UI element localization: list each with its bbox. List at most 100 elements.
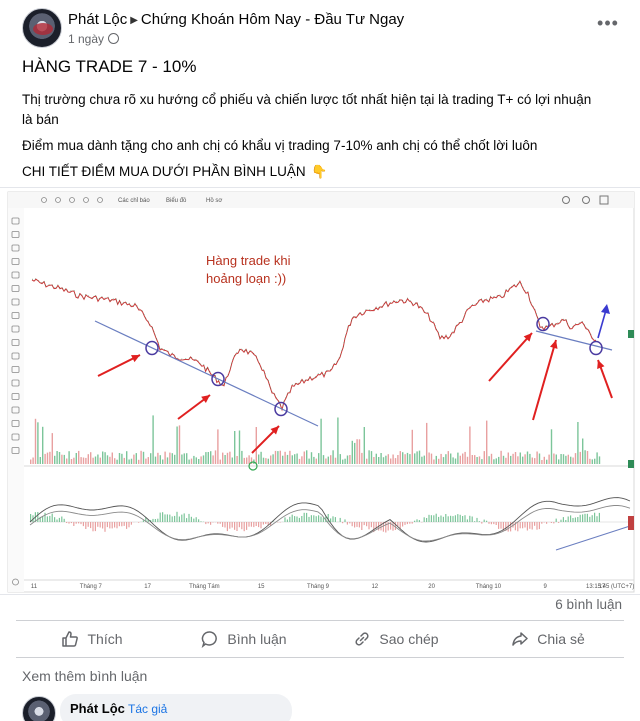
author-avatar[interactable] <box>22 8 62 48</box>
volume-bar <box>332 450 334 464</box>
macd-histogram-bar <box>85 522 87 529</box>
left-tool-icon <box>11 325 20 333</box>
macd-histogram-bar <box>402 522 404 527</box>
macd-histogram-bar <box>171 516 173 522</box>
volume-bar <box>258 454 260 464</box>
x-axis-labels: 11 Tháng 7 17 Tháng Tám 15 Tháng 9 12 20 Tháng 1… <box>31 584 606 590</box>
volume-bar <box>574 453 577 464</box>
more-options-button[interactable]: ••• <box>597 13 619 33</box>
volume-bar <box>147 457 149 464</box>
macd-histogram-bar <box>471 516 473 522</box>
volume-bar <box>198 459 200 464</box>
volume-bar <box>354 442 356 464</box>
macd-histogram-bar <box>260 522 262 529</box>
macd-histogram-bar <box>366 522 368 527</box>
macd-histogram-bar <box>406 522 408 525</box>
volume-bar <box>142 451 145 464</box>
post-time[interactable]: 1 ngày <box>68 32 105 46</box>
macd-histogram-bar <box>193 518 195 522</box>
group-name[interactable]: Chứng Khoán Hôm Nay - Đầu Tư Ngay <box>140 11 405 28</box>
macd-histogram-bar <box>296 516 298 522</box>
macd-histogram-bar <box>277 522 279 523</box>
comment-author[interactable]: Phát Lộc <box>70 701 125 716</box>
comment-button[interactable]: Bình luận <box>168 621 320 657</box>
copy-button[interactable]: Sao chép <box>320 621 472 657</box>
macd-histogram-bar <box>51 513 53 522</box>
macd-histogram-bar <box>301 516 303 522</box>
macd-histogram-bar <box>318 515 320 522</box>
volume-bar <box>306 450 308 464</box>
volume-bar <box>536 451 538 464</box>
left-tool-icon <box>11 379 20 387</box>
chart-screenshot[interactable]: Các chỉ báo Biểu đồ Hồ sơ 11 Tháng 7 17 Tháng… <box>0 187 640 595</box>
volume-bar <box>243 457 245 464</box>
macd-histogram-bar <box>435 513 437 522</box>
volume-bar <box>416 451 418 464</box>
share-button[interactable]: Chia sẻ <box>472 621 624 657</box>
volume-bar <box>188 459 190 464</box>
volume-bar <box>500 450 502 464</box>
macd-histogram-bar <box>99 522 101 528</box>
post-line-1-text: Thị trường chưa rõ xu hướng cổ phiếu và … <box>22 92 592 107</box>
red-arrow-head <box>549 340 558 349</box>
volume-bar <box>337 417 339 464</box>
volume-bar <box>586 451 589 464</box>
volume-bar <box>459 455 461 464</box>
macd-histogram-bar <box>270 522 272 527</box>
macd-histogram-bar <box>382 522 384 532</box>
volume-bar <box>421 456 423 464</box>
volume-bar <box>298 458 301 464</box>
comment-count[interactable]: 6 bình luận <box>555 597 622 612</box>
volume-bar <box>68 451 70 464</box>
left-tool-icon <box>11 393 20 400</box>
volume-bar <box>238 430 241 464</box>
volume-bar <box>104 452 106 464</box>
like-button[interactable]: Thích <box>16 621 168 657</box>
macd-histogram-bar <box>370 522 372 528</box>
comment-bubble: Phát Lộc Tác giả <box>60 694 292 721</box>
volume-bar <box>430 453 433 464</box>
macd-histogram-bar <box>253 522 255 528</box>
volume-bar <box>92 457 94 464</box>
volume-bar <box>166 457 169 464</box>
author-badge: Tác giả <box>128 702 168 716</box>
comment-label: Bình luận <box>227 631 287 647</box>
macd-histogram-bar <box>361 522 363 530</box>
volume-bar <box>529 453 531 464</box>
volume-bar <box>106 455 109 464</box>
x-tick-label: Tháng 9 <box>307 584 330 590</box>
author-name[interactable]: Phát Lộc <box>68 11 128 28</box>
up-arrow <box>597 309 607 339</box>
volume-bar <box>260 451 262 464</box>
volume-bar <box>133 454 135 464</box>
macd-histogram-bar <box>394 522 396 530</box>
volume-bar <box>370 451 373 464</box>
macd-histogram-bar <box>560 519 562 522</box>
macd-histogram-bar <box>70 522 72 524</box>
macd-histogram-bar <box>589 516 591 522</box>
macd-histogram-bar <box>178 516 180 522</box>
macd-histogram-bar <box>450 515 452 522</box>
macd-histogram-bar <box>354 522 356 528</box>
macd-histogram-bar <box>241 522 243 530</box>
left-tool-icon <box>11 312 20 319</box>
volume-bar <box>154 456 157 464</box>
macd-histogram-bar <box>483 519 485 522</box>
macd-signal-line <box>29 505 631 542</box>
macd-histogram-bar <box>90 522 92 529</box>
macd-histogram-bar <box>454 515 456 522</box>
left-tool-icon <box>11 366 20 373</box>
macd-histogram-bar <box>399 522 401 529</box>
volume-bar <box>289 450 291 464</box>
volume-bar <box>387 454 389 464</box>
volume-bar <box>366 458 368 464</box>
macd-histogram-bar <box>481 522 483 524</box>
macd-histogram-bar <box>541 522 543 524</box>
event-marker <box>248 461 258 471</box>
commenter-avatar[interactable] <box>22 696 56 721</box>
see-more-comments-link[interactable]: Xem thêm bình luận <box>22 668 148 684</box>
volume-bar <box>514 452 517 464</box>
macd-histogram-bar <box>190 516 192 522</box>
macd-histogram-bar <box>265 522 267 524</box>
volume-bar <box>157 452 159 464</box>
